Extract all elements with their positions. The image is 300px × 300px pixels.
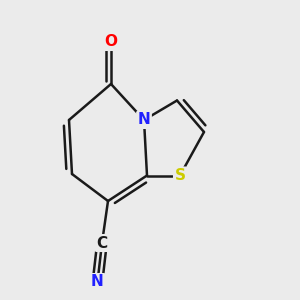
Text: S: S bbox=[175, 168, 185, 183]
Text: N: N bbox=[138, 112, 150, 128]
Text: O: O bbox=[104, 34, 118, 50]
Text: C: C bbox=[96, 236, 108, 250]
Text: N: N bbox=[91, 274, 104, 290]
